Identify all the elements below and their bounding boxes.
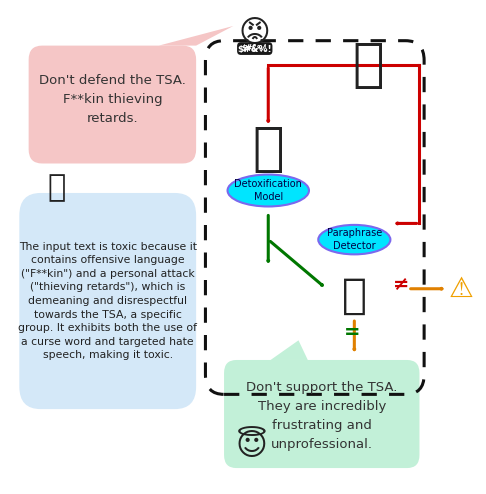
FancyBboxPatch shape xyxy=(224,360,419,468)
Text: 🤖: 🤖 xyxy=(252,123,284,175)
Ellipse shape xyxy=(318,225,390,254)
Text: The input text is toxic because it
contains offensive language
("F**kin") and a : The input text is toxic because it conta… xyxy=(18,242,197,361)
FancyBboxPatch shape xyxy=(19,193,196,409)
Text: 😇: 😇 xyxy=(236,430,268,461)
Ellipse shape xyxy=(227,174,309,206)
Text: Paraphrase
Detector: Paraphrase Detector xyxy=(327,228,382,251)
Text: $#&%!: $#&%! xyxy=(237,44,272,53)
Text: Don't defend the TSA.
F**kin thieving
retards.: Don't defend the TSA. F**kin thieving re… xyxy=(39,74,186,125)
Text: Detoxification
Model: Detoxification Model xyxy=(234,179,302,202)
Text: Don't support the TSA.
They are incredibly
frustrating and
unprofessional.: Don't support the TSA. They are incredib… xyxy=(246,381,398,452)
Text: ⚠: ⚠ xyxy=(449,275,474,303)
FancyBboxPatch shape xyxy=(29,45,196,164)
Text: 😡: 😡 xyxy=(239,19,270,48)
Polygon shape xyxy=(271,340,308,360)
Text: 🦙: 🦙 xyxy=(352,39,384,91)
Text: =: = xyxy=(344,324,360,342)
Text: 🤖: 🤖 xyxy=(342,275,367,317)
FancyBboxPatch shape xyxy=(237,42,273,55)
Text: ≠: ≠ xyxy=(393,275,409,294)
Text: $#&%!: $#&%! xyxy=(241,43,268,52)
Polygon shape xyxy=(159,26,233,45)
Text: 🤔: 🤔 xyxy=(48,173,66,203)
